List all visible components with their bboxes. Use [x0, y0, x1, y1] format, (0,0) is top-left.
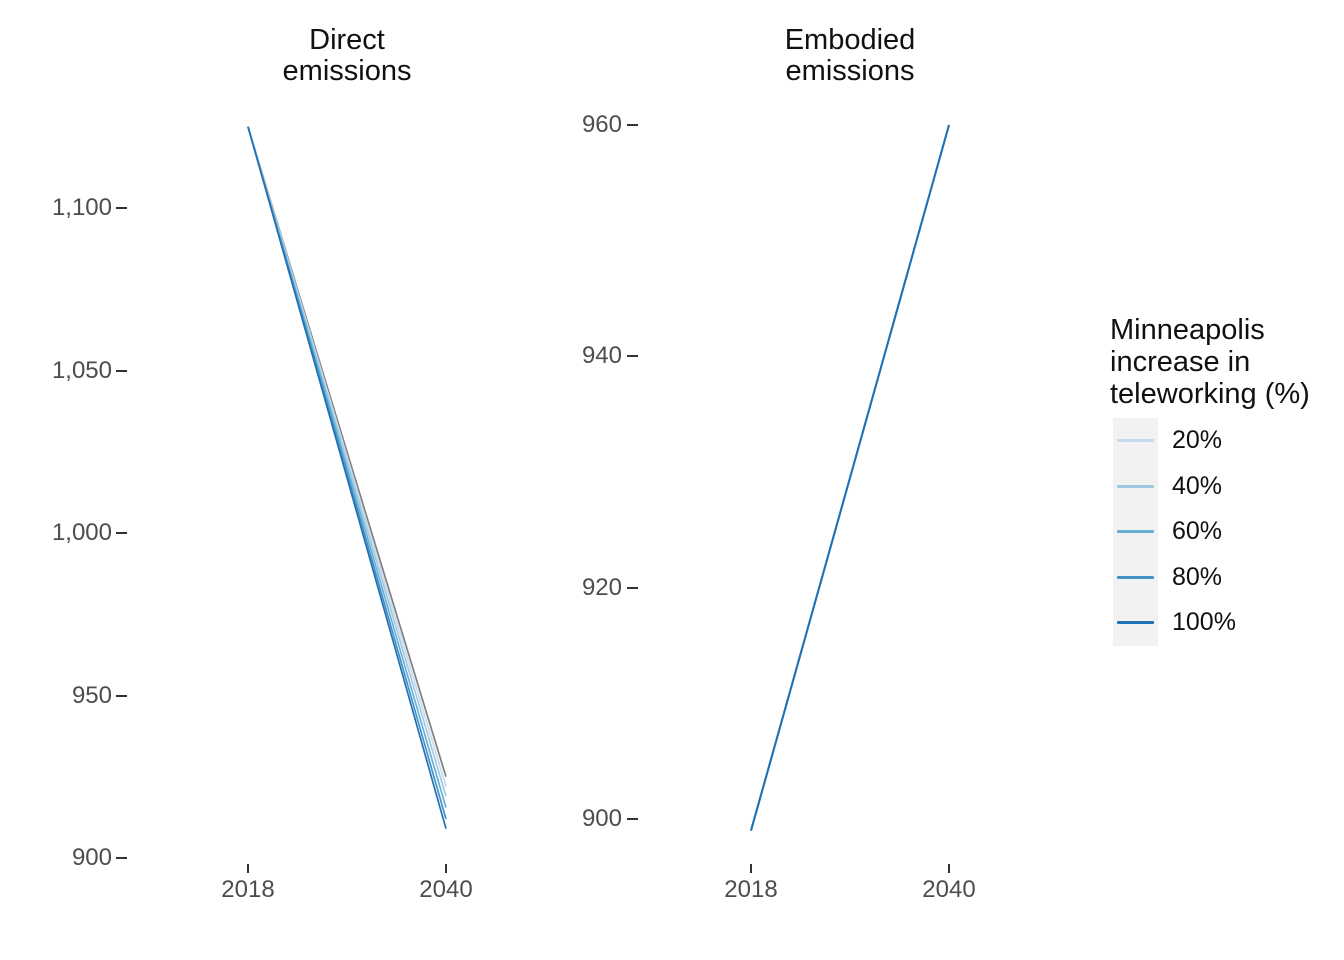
x-axis-tick-label: 2040 [419, 876, 473, 903]
y-axis-tick-label: 1,000 [51, 519, 112, 546]
y-axis-tick-label: 940 [581, 342, 622, 370]
legend-label: 40% [1172, 471, 1223, 500]
facet-title-embodied-emissions: Embodied emissions [784, 24, 916, 87]
legend-label: 20% [1172, 426, 1223, 454]
legend-title: Minneapolis increase in teleworking (%) [1110, 314, 1310, 410]
legend-entry-100: 100% [1113, 600, 1236, 646]
y-axis-tick-label: 960 [581, 110, 622, 138]
y-axis-tick-label: 920 [581, 573, 622, 601]
legend-label: 100% [1172, 608, 1236, 636]
y-axis-tick-label: 950 [71, 681, 112, 709]
legend-key-swatch [1113, 509, 1158, 555]
legend-key-line-icon [1117, 484, 1154, 488]
legend-key-swatch [1113, 418, 1158, 464]
legend-key-line-icon [1117, 621, 1154, 625]
y-axis-tick [116, 207, 127, 209]
y-axis-tick [116, 369, 127, 372]
series-line-100 [247, 126, 447, 829]
x-axis-tick [445, 864, 447, 873]
legend-entry-80: 80% [1113, 554, 1236, 600]
legend-entry-60: 60% [1113, 509, 1236, 555]
y-axis-tick [116, 694, 127, 697]
x-axis-tick [750, 864, 752, 873]
legend-key-line-icon [1117, 530, 1154, 534]
x-axis-tick-label: 2018 [221, 876, 275, 903]
y-axis-tick-label: 1,100 [51, 194, 112, 221]
legend-key-line-icon [1117, 575, 1154, 579]
series-line-100 [750, 124, 950, 831]
y-axis-tick [627, 355, 638, 358]
legend-keys: 20% 40% 60% 80% 100% [1113, 418, 1236, 646]
legend-key-swatch [1113, 600, 1158, 646]
legend-key-line-icon [1117, 439, 1154, 443]
x-axis-tick [948, 864, 950, 873]
y-axis-tick-label: 1,050 [51, 356, 112, 384]
y-axis-tick [627, 586, 638, 589]
y-axis-tick-label: 900 [71, 844, 112, 871]
x-axis-tick [247, 864, 249, 873]
legend: Minneapolis increase in teleworking (%) … [1110, 314, 1344, 646]
legend-key-swatch [1113, 554, 1158, 600]
x-axis-tick-label: 2018 [724, 876, 778, 903]
legend-entry-20: 20% [1113, 418, 1236, 464]
legend-key-swatch [1113, 463, 1158, 509]
y-axis-tick [116, 532, 127, 534]
y-axis-tick [116, 857, 127, 859]
legend-entry-40: 40% [1113, 463, 1236, 509]
legend-label: 60% [1172, 517, 1223, 545]
y-axis-tick-label: 900 [581, 805, 622, 832]
y-axis-tick [627, 123, 638, 126]
legend-label: 80% [1172, 562, 1223, 591]
facet-title-direct-emissions: Direct emissions [282, 24, 412, 87]
y-axis-tick [627, 818, 638, 820]
x-axis-tick-label: 2040 [922, 876, 976, 903]
